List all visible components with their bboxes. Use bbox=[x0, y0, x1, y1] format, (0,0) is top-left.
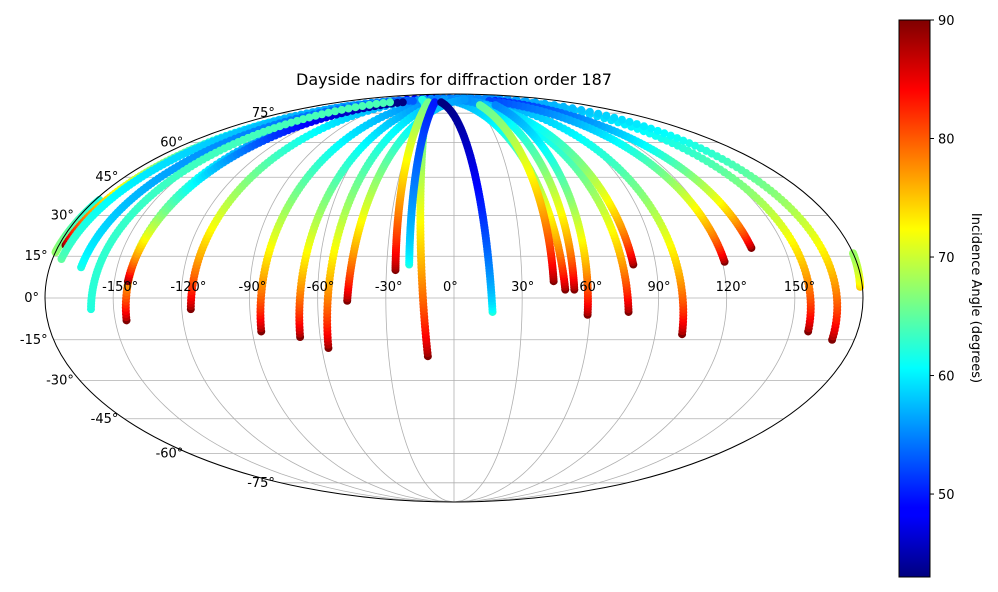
scatter-point bbox=[617, 115, 626, 124]
scatter-point bbox=[625, 117, 634, 126]
scatter-point bbox=[679, 136, 688, 145]
scatter-point bbox=[685, 139, 694, 148]
scatter-point bbox=[437, 98, 446, 107]
y-tick-label: 15° bbox=[25, 249, 48, 264]
scatter-point bbox=[632, 120, 641, 129]
x-tick-label: -120° bbox=[170, 280, 206, 295]
meridian-line bbox=[453, 93, 523, 503]
scatter-point bbox=[646, 124, 655, 133]
meridian-line bbox=[249, 93, 455, 503]
y-tick-label: -30° bbox=[46, 373, 74, 388]
y-tick-label: -15° bbox=[20, 333, 48, 348]
colorbar-gradient bbox=[898, 19, 931, 578]
scatter-point bbox=[305, 113, 314, 122]
scatter-point bbox=[311, 111, 320, 120]
x-tick-label: -90° bbox=[239, 280, 267, 295]
scatter-point bbox=[610, 113, 619, 122]
scatter-point bbox=[365, 100, 374, 109]
y-tick-label: 30° bbox=[51, 209, 74, 224]
meridian-line bbox=[453, 93, 728, 503]
scatter-point bbox=[666, 131, 675, 140]
colorbar-ticks: 50 60 70 80 90 bbox=[930, 14, 955, 503]
scatter-point bbox=[568, 104, 577, 113]
x-tick-label: -150° bbox=[102, 280, 138, 295]
x-tick-label: 60° bbox=[579, 280, 602, 295]
y-tick-label: 45° bbox=[95, 170, 118, 185]
colorbar-tick-label: 80 bbox=[938, 133, 955, 148]
scatter-point bbox=[559, 102, 568, 111]
scatter-point bbox=[337, 105, 346, 114]
scatter-point bbox=[351, 103, 360, 112]
colorbar-tick-label: 60 bbox=[938, 370, 955, 385]
scatter-point bbox=[430, 98, 439, 107]
scatter-point bbox=[475, 101, 484, 110]
scatter-point bbox=[379, 99, 388, 108]
colorbar: 50 60 70 80 90 Incidence Angle (degrees) bbox=[898, 14, 983, 578]
x-tick-label: 0° bbox=[443, 280, 458, 295]
scatter-point bbox=[460, 95, 469, 104]
colorbar-label: Incidence Angle (degrees) bbox=[968, 213, 983, 383]
x-tick-label: 120° bbox=[716, 280, 747, 295]
scatter-point bbox=[331, 107, 340, 116]
scatter-point bbox=[372, 99, 381, 108]
scatter-point bbox=[577, 106, 586, 115]
scatter-points bbox=[51, 93, 865, 361]
x-tick-label: -30° bbox=[375, 280, 403, 295]
x-tick-label: 90° bbox=[648, 280, 671, 295]
axis-tick-labels: -150° -120° -90° -60° -30° 0° 30° 60° 90° 120° 150… bbox=[20, 106, 815, 491]
scatter-point bbox=[344, 104, 353, 113]
x-tick-label: 150° bbox=[784, 280, 815, 295]
map-outline bbox=[44, 93, 864, 503]
scatter-point bbox=[653, 126, 662, 135]
scatter-point bbox=[358, 102, 367, 111]
scatter-point bbox=[299, 115, 308, 124]
scatter-point bbox=[673, 134, 682, 143]
scatter-point bbox=[324, 108, 333, 117]
scatter-point bbox=[293, 116, 302, 125]
y-tick-label: 0° bbox=[24, 291, 39, 306]
scatter-point bbox=[602, 111, 611, 120]
scatter-point bbox=[385, 98, 394, 107]
scatter-point bbox=[491, 101, 500, 110]
y-tick-label: 60° bbox=[160, 135, 183, 150]
scatter-point bbox=[398, 98, 407, 107]
y-tick-label: -75° bbox=[247, 476, 275, 491]
scatter-point bbox=[639, 122, 648, 131]
colorbar-tick-label: 70 bbox=[938, 251, 955, 266]
colorbar-tick-label: 50 bbox=[938, 488, 955, 503]
y-tick-label: 75° bbox=[252, 106, 275, 121]
scatter-point bbox=[585, 107, 594, 116]
colorbar-tick-label: 90 bbox=[938, 14, 955, 29]
meridian-line bbox=[180, 93, 455, 503]
x-tick-label: -60° bbox=[307, 280, 335, 295]
x-tick-label: 30° bbox=[511, 280, 534, 295]
scatter-point bbox=[317, 110, 326, 119]
chart-title: Dayside nadirs for diffraction order 187 bbox=[296, 70, 612, 89]
graticule bbox=[45, 93, 863, 503]
scatter-point bbox=[594, 109, 603, 118]
scatter-point bbox=[408, 96, 417, 105]
scatter-point bbox=[660, 129, 669, 138]
y-tick-label: -60° bbox=[156, 447, 184, 462]
y-tick-label: -45° bbox=[91, 412, 119, 427]
